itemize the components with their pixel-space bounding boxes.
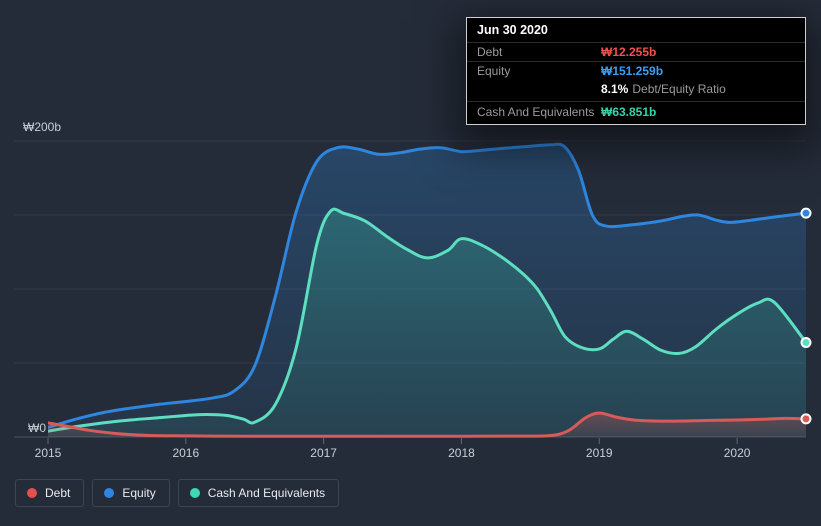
- tooltip-debt-label: Debt: [477, 45, 503, 59]
- legend-cash-label: Cash And Equivalents: [207, 486, 326, 500]
- debt-dot-icon: [27, 488, 37, 498]
- x-axis-label-2020: 2020: [723, 446, 751, 460]
- legend-debt-label: Debt: [45, 486, 71, 500]
- x-axis-label-2015: 2015: [34, 446, 62, 460]
- x-axis-label-2018: 2018: [448, 446, 475, 460]
- chart-tooltip: Jun 30 2020 Debt ₩12.255b Equity ₩151.25…: [466, 17, 806, 125]
- tooltip-ratio-label: Debt/Equity Ratio: [632, 82, 726, 96]
- cash-dot-icon: [189, 488, 200, 498]
- chart-legend: Debt Equity Cash And Equivalents: [15, 479, 340, 507]
- tooltip-cash-value: ₩63.851b: [601, 105, 657, 119]
- legend-item-debt[interactable]: Debt: [15, 479, 85, 507]
- y-axis-label-200b: ₩200b: [23, 120, 62, 134]
- equity-dot-icon: [104, 488, 115, 498]
- tooltip-ratio-value: 8.1%: [601, 82, 629, 96]
- legend-equity-label: Equity: [122, 486, 156, 500]
- legend-item-cash[interactable]: Cash And Equivalents: [177, 479, 340, 507]
- y-axis-label-0: ₩0: [28, 421, 46, 435]
- tooltip-equity-value: ₩151.259b: [601, 64, 664, 78]
- x-axis-label-2016: 2016: [172, 446, 200, 460]
- tooltip-equity-label: Equity: [477, 64, 511, 78]
- legend-item-equity[interactable]: Equity: [92, 479, 170, 507]
- tooltip-cash-label: Cash And Equivalents: [477, 105, 595, 119]
- x-axis-label-2017: 2017: [310, 446, 337, 460]
- x-axis-label-2019: 2019: [585, 446, 613, 460]
- tooltip-date: Jun 30 2020: [467, 18, 805, 43]
- tooltip-debt-value: ₩12.255b: [601, 45, 657, 59]
